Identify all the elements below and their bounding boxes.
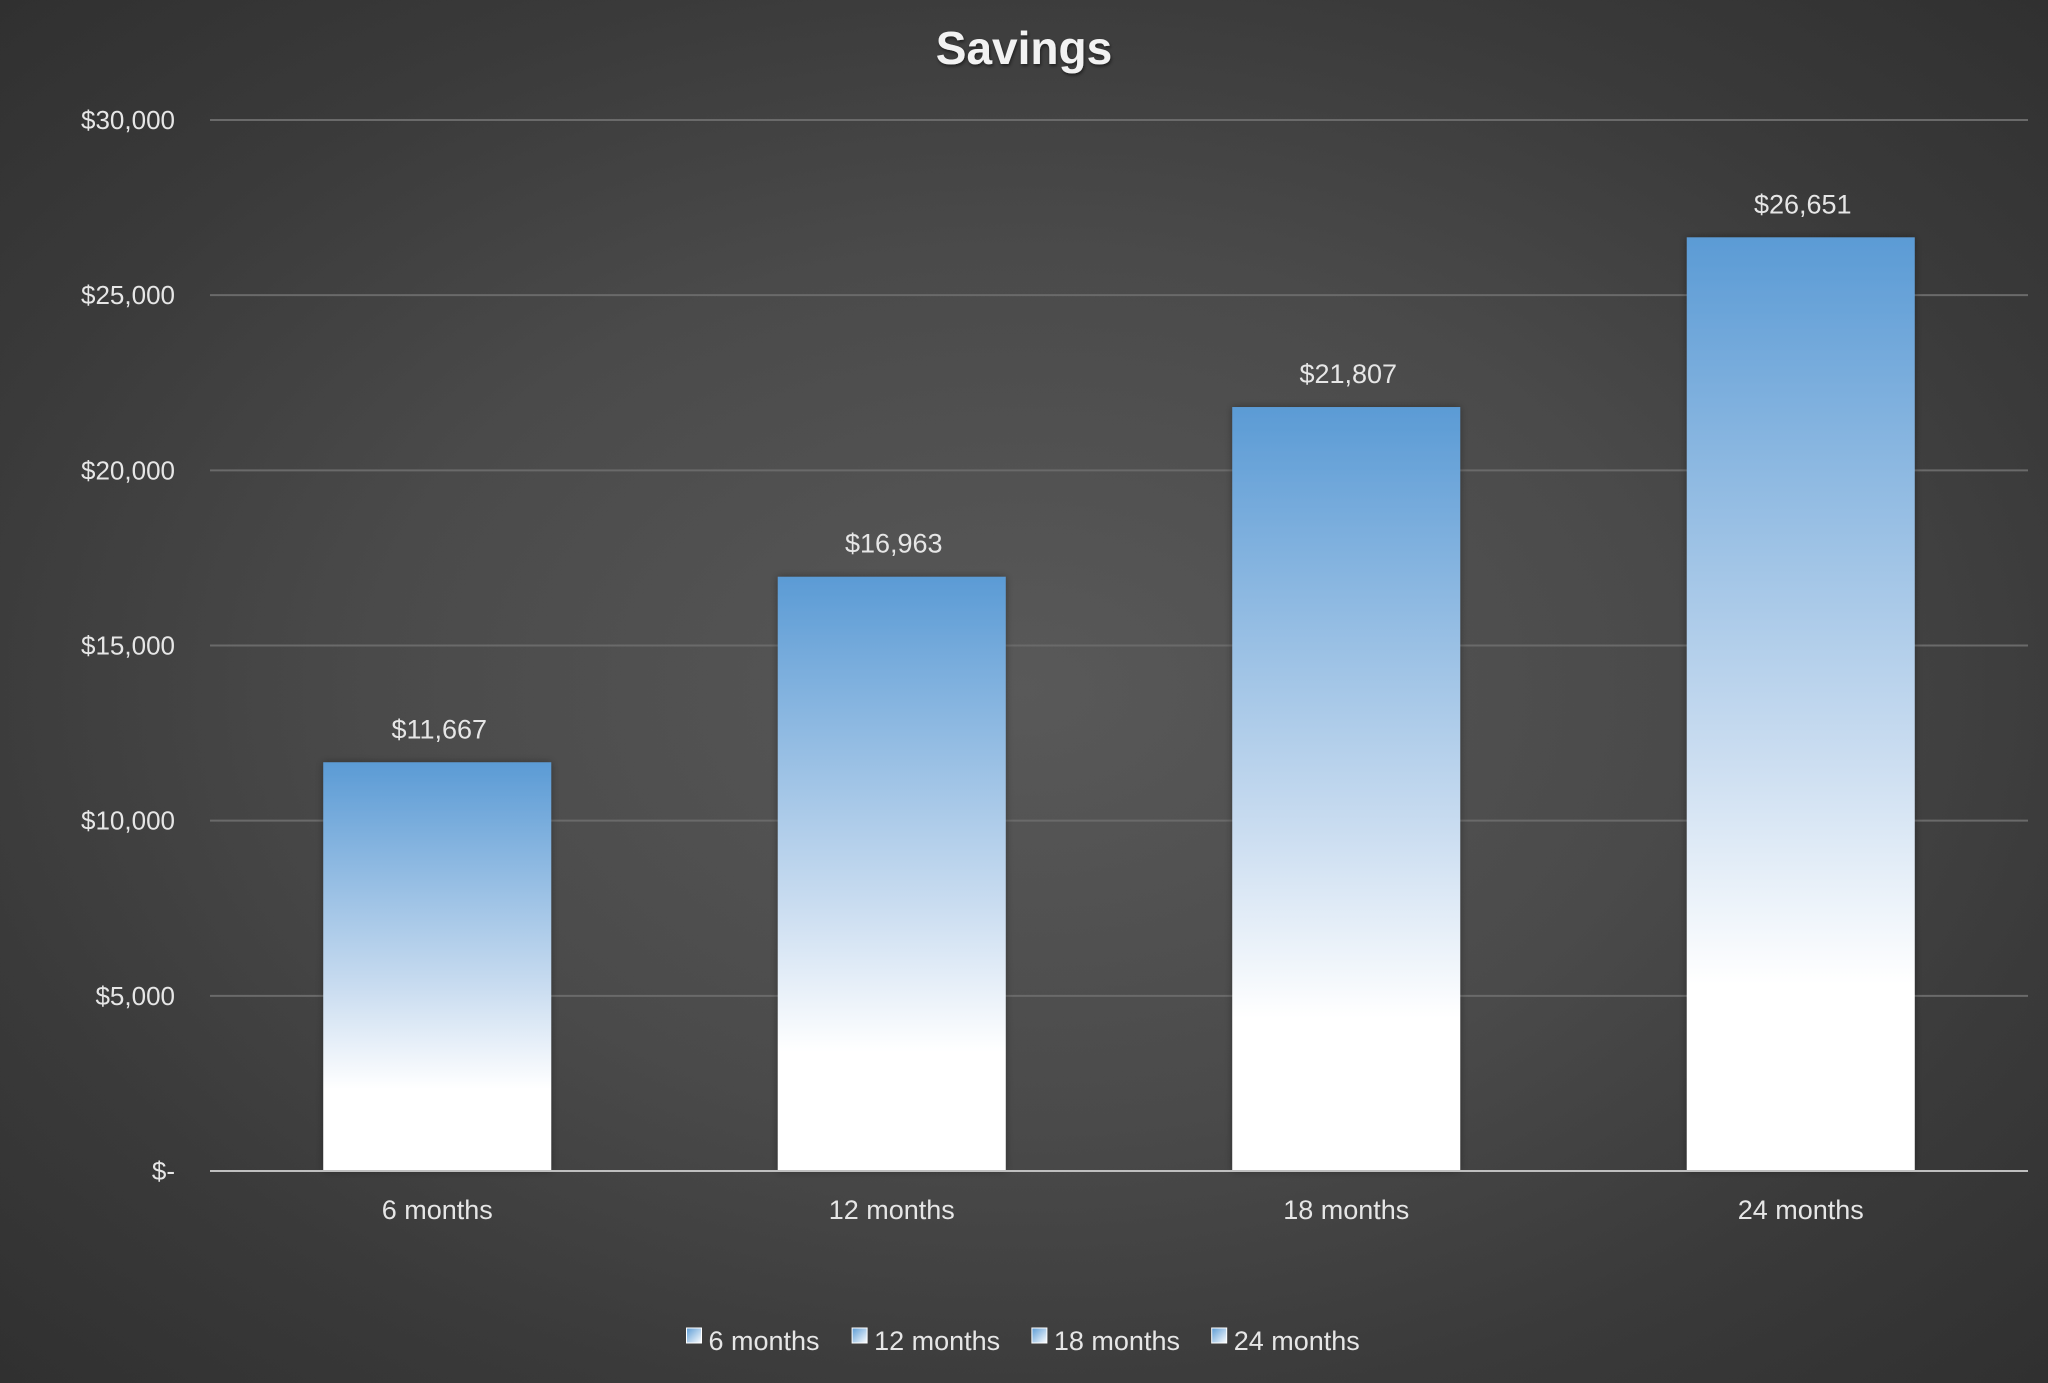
legend-swatch — [1031, 1327, 1048, 1344]
x-tick-label: 18 months — [1283, 1195, 1409, 1225]
legend-label: 24 months — [1234, 1326, 1360, 1356]
data-label: $21,807 — [1299, 359, 1397, 389]
data-label: $11,667 — [391, 714, 487, 744]
x-axis-tick-labels: 6 months 12 months 18 months 24 months — [382, 1195, 1864, 1225]
x-tick-label: 12 months — [829, 1195, 955, 1225]
legend-swatch — [851, 1327, 868, 1344]
data-label: $26,651 — [1754, 189, 1852, 219]
data-labels: $11,667 $16,963 $21,807 $26,651 — [391, 189, 1851, 744]
legend-item: 18 months — [1031, 1326, 1180, 1356]
bar — [1232, 407, 1461, 1172]
data-label: $16,963 — [845, 529, 943, 559]
legend: 6 months 12 months 18 months 24 months — [686, 1326, 1360, 1356]
chart-title: Savings — [936, 22, 1112, 74]
y-tick-label: $- — [152, 1156, 175, 1186]
legend-label: 6 months — [709, 1326, 820, 1356]
legend-label: 18 months — [1054, 1326, 1180, 1356]
y-tick-label: $5,000 — [95, 981, 175, 1011]
y-tick-label: $15,000 — [81, 631, 175, 661]
y-tick-label: $30,000 — [81, 105, 175, 135]
bar — [777, 576, 1006, 1171]
legend-item: 12 months — [851, 1326, 1000, 1356]
legend-item: 24 months — [1211, 1326, 1360, 1356]
legend-swatch — [686, 1327, 702, 1344]
bars — [323, 237, 1915, 1172]
x-tick-label: 24 months — [1738, 1195, 1864, 1225]
bar — [323, 762, 552, 1171]
bar — [1686, 237, 1915, 1171]
legend-swatch — [1211, 1327, 1228, 1344]
x-tick-label: 6 months — [382, 1195, 493, 1225]
y-tick-label: $25,000 — [81, 280, 175, 310]
legend-item: 6 months — [686, 1326, 820, 1356]
legend-label: 12 months — [874, 1326, 1000, 1356]
y-tick-label: $20,000 — [81, 455, 175, 485]
y-axis-tick-labels: $- $5,000 $10,000 $15,000 $20,000 $25,000 $30,… — [81, 105, 175, 1186]
y-tick-label: $10,000 — [81, 806, 175, 836]
